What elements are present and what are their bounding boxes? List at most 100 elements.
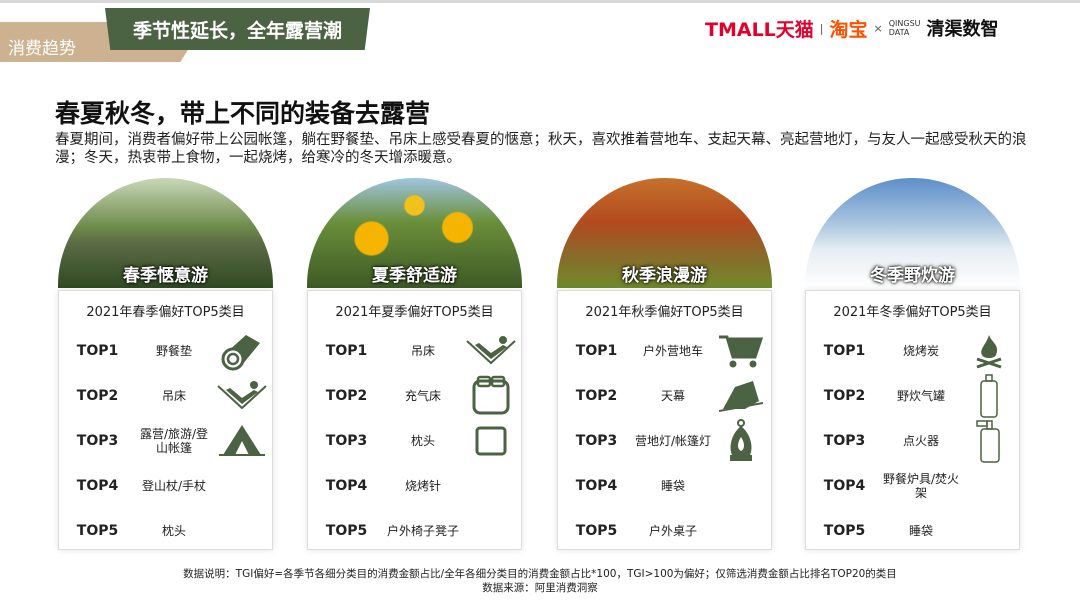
rank-label: TOP2 [823,388,866,404]
list-item: TOP2 天幕 [558,376,771,416]
list-item: TOP2 吊床 [59,376,272,416]
qingqu-logo: 清渠数智 [926,19,999,40]
list-item: TOP1 烧烤炭 [806,331,1019,371]
rank-label: TOP4 [325,478,368,494]
season-column: 冬季野炊游 2021年冬季偏好TOP5类目 TOP1 烧烤炭 TOP2 野炊气罐… [805,178,1020,550]
taobao-logo: 淘宝 [829,18,868,41]
list-item: TOP4 烧烤针 [308,466,521,506]
bed-icon [463,375,518,417]
logo-times: × [873,21,883,35]
category-name: 充气床 [404,389,441,403]
category-name: 露营/旅游/登山帐篷 [139,427,209,455]
rank-label: TOP1 [325,343,368,359]
season-label: 春季惬意游 [123,266,208,286]
list-item: TOP1 户外营地车 [558,331,771,371]
canopy-tent-icon [713,379,768,413]
category-name: 户外桌子 [648,524,697,538]
rolled-mat-icon [214,331,269,371]
list-item: TOP3 枕头 [308,421,521,461]
list-item: TOP5 户外椅子凳子 [308,511,521,551]
category-name: 营地灯/帐篷灯 [634,434,712,448]
season-photo: 春季惬意游 [58,178,273,288]
tmall-logo: TMALL天猫 [705,18,814,41]
category-name: 点火器 [902,434,939,448]
category-name: 野餐炉具/焚火架 [882,472,960,500]
rank-label: TOP4 [823,478,866,494]
data-note: 数据说明：TGI偏好=各季节各细分类目的消费金额占比/全年各细分类目的消费金额占… [183,568,897,580]
category-name: 睡袋 [660,479,685,493]
season-label: 冬季野炊游 [870,266,955,286]
qingsu-bottom: DATA [888,28,910,37]
list-item: TOP4 野餐炉具/焚火架 [806,466,1019,506]
page-title: 春夏秋冬，带上不同的装备去露营 [55,99,431,128]
category-name: 户外椅子凳子 [386,524,459,538]
gas-canister-icon [961,374,1016,418]
rank-label: TOP2 [76,388,119,404]
category-name: 野炊气罐 [896,389,945,403]
season-label: 秋季浪漫游 [622,266,707,286]
card-title: 2021年夏季偏好TOP5类目 [335,305,494,320]
season-column: 秋季浪漫游 2021年秋季偏好TOP5类目 TOP1 户外营地车 TOP2 天幕… [557,178,772,550]
list-item: TOP4 登山杖/手杖 [59,466,272,506]
rank-label: TOP2 [325,388,368,404]
page-description: 春夏期间，消费者偏好带上公园帐篷，躺在野餐垫、吊床上感受春夏的惬意；秋天，喜欢推… [55,132,1027,166]
category-name: 睡袋 [908,524,933,538]
category-name: 天幕 [660,389,685,403]
category-name: 枕头 [161,524,186,538]
category-name: 烧烤炭 [902,344,939,358]
rank-label: TOP5 [823,523,866,539]
slide-subtitle: 季节性延长，全年露营潮 [105,8,370,50]
list-item: TOP2 充气床 [308,375,521,417]
hammock-icon [463,335,518,367]
list-item: TOP5 睡袋 [806,511,1019,551]
rank-label: TOP1 [575,343,618,359]
hammock-icon [214,380,269,412]
rank-label: TOP4 [76,478,119,494]
season-label: 夏季舒适游 [372,266,457,286]
list-item: TOP3 露营/旅游/登山帐篷 [59,421,272,461]
season-photo: 夏季舒适游 [307,178,522,288]
rank-label: TOP5 [575,523,618,539]
category-name: 吊床 [410,344,435,358]
cart-icon [713,333,768,369]
list-item: TOP3 点火器 [806,420,1019,463]
season-photo: 冬季野炊游 [805,178,1020,288]
season-top5-card: 2021年夏季偏好TOP5类目 TOP1 吊床 TOP2 充气床 TOP3 枕头… [307,290,522,550]
data-source: 数据来源：阿里消费洞察 [482,582,598,594]
category-name: 吊床 [161,389,186,403]
list-item: TOP3 营地灯/帐篷灯 [558,419,771,461]
list-item: TOP5 枕头 [59,511,272,551]
card-title: 2021年秋季偏好TOP5类目 [585,305,744,320]
rank-label: TOP5 [76,523,119,539]
season-column: 春季惬意游 2021年春季偏好TOP5类目 TOP1 野餐垫 TOP2 吊床 T… [58,178,273,550]
category-name: 登山杖/手杖 [141,479,207,493]
card-title: 2021年冬季偏好TOP5类目 [833,305,992,320]
category-name: 枕头 [410,434,435,448]
season-top5-card: 2021年秋季偏好TOP5类目 TOP1 户外营地车 TOP2 天幕 TOP3 … [557,290,772,550]
top-divider [0,0,1080,3]
qingsu-data-logo: QINGSU DATA [889,19,921,37]
pillow-icon [463,424,518,458]
card-title: 2021年春季偏好TOP5类目 [86,305,245,320]
rank-label: TOP3 [823,433,866,449]
rank-label: TOP4 [575,478,618,494]
list-item: TOP1 吊床 [308,331,521,371]
category-name: 烧烤针 [404,479,441,493]
rank-label: TOP3 [575,433,618,449]
season-photo: 秋季浪漫游 [557,178,772,288]
section-tag-label: 消费趋势 [8,39,76,59]
season-top5-card: 2021年冬季偏好TOP5类目 TOP1 烧烤炭 TOP2 野炊气罐 TOP3 … [805,290,1020,550]
list-item: TOP4 睡袋 [558,466,771,506]
rank-label: TOP1 [76,343,119,359]
rank-label: TOP3 [76,433,119,449]
rank-label: TOP2 [575,388,618,404]
list-item: TOP5 户外桌子 [558,511,771,551]
tent-icon [214,423,269,459]
logo-divider: | [819,21,824,35]
category-name: 野餐垫 [155,344,192,358]
rank-label: TOP3 [325,433,368,449]
list-item: TOP1 野餐垫 [59,331,272,371]
campfire-icon [961,333,1016,369]
season-column: 夏季舒适游 2021年夏季偏好TOP5类目 TOP1 吊床 TOP2 充气床 T… [307,178,522,550]
category-name: 户外营地车 [642,344,703,358]
